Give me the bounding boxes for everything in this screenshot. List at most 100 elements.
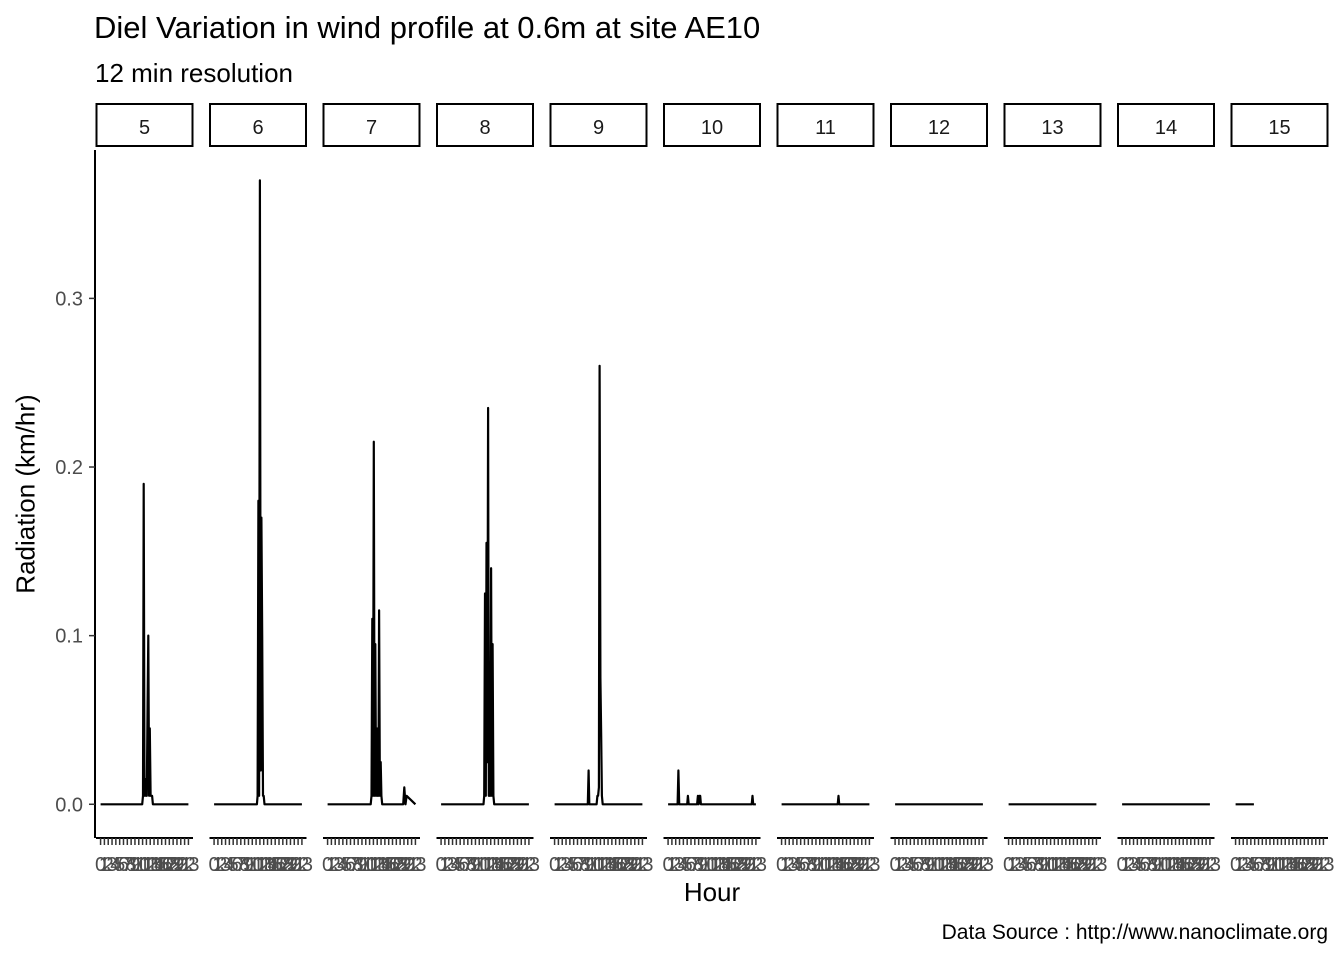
x-tick-label: 11: [473, 854, 494, 876]
x-tick-label: 4: [451, 854, 462, 876]
x-tick-label: 0: [209, 854, 220, 876]
x-tick-label: 4: [1245, 854, 1256, 876]
x-tick-label: 7: [235, 854, 246, 876]
x-tick-label: 17: [154, 854, 176, 876]
facet-strip: [1230, 103, 1329, 147]
x-tick-label: 17: [949, 854, 971, 876]
chart-title: Diel Variation in wind profile at 0.6m a…: [94, 10, 761, 45]
x-tick-label: 18: [158, 854, 180, 876]
x-tick-label: 16: [718, 854, 740, 876]
x-tick-label: 21: [1078, 854, 1100, 876]
x-tick-label: 15: [1168, 854, 1190, 876]
x-tick-label: 12: [1043, 854, 1065, 876]
x-tick-label: 8: [126, 854, 137, 876]
x-tick-label: 12: [476, 854, 498, 876]
x-tick-label: 14: [824, 854, 846, 876]
x-tick-label: 10: [1149, 854, 1171, 876]
y-axis-label: Radiation (km/hr): [10, 394, 41, 594]
x-tick-label: 21: [283, 854, 305, 876]
x-tick-label: 8: [580, 854, 591, 876]
x-tick-label: 1: [326, 854, 337, 876]
series-line: [781, 794, 870, 806]
x-tick-label: 20: [733, 854, 755, 876]
x-tick-label: 9: [583, 854, 594, 876]
x-tick-label: 14: [710, 854, 732, 876]
x-tick-label: 20: [847, 854, 869, 876]
x-tick-label: 20: [1187, 854, 1209, 876]
x-tick-label: 16: [491, 854, 513, 876]
x-tick-label: 16: [151, 854, 173, 876]
x-tick-label: 11: [1154, 854, 1175, 876]
x-tick-label: 20: [960, 854, 982, 876]
x-tick-label: 1: [439, 854, 450, 876]
x-tick-label: 15: [601, 854, 623, 876]
x-tick-label: 6: [685, 854, 696, 876]
x-tick-label: 12: [930, 854, 952, 876]
x-tick-label: 15: [147, 854, 169, 876]
x-tick-label: 7: [803, 854, 814, 876]
x-tick-label: 22: [173, 854, 195, 876]
x-tick-label: 1: [666, 854, 677, 876]
x-tick-label: 21: [170, 854, 192, 876]
x-tick-label: 13: [480, 854, 502, 876]
x-tick-label: 1: [1007, 854, 1018, 876]
x-tick-label: 23: [1085, 854, 1107, 876]
data-source-caption: Data Source : http://www.nanoclimate.org: [941, 921, 1328, 944]
x-tick-label: 9: [1037, 854, 1048, 876]
x-tick-label: 1: [212, 854, 223, 876]
x-tick-label: 2: [443, 854, 454, 876]
x-tick-label: 10: [1036, 854, 1058, 876]
x-tick-label: 8: [1034, 854, 1045, 876]
x-axis-label: Hour: [683, 877, 741, 907]
x-tick-label: 23: [177, 854, 199, 876]
x-tick-label: 5: [909, 854, 920, 876]
x-tick-label: 6: [912, 854, 923, 876]
x-tick-label: 12: [1270, 854, 1292, 876]
series-line: [668, 769, 756, 806]
x-tick-label: 2: [216, 854, 227, 876]
facet-strip: [776, 103, 875, 147]
x-tick-label: 3: [1128, 854, 1139, 876]
x-tick-label: 22: [287, 854, 309, 876]
x-tick-label: 16: [378, 854, 400, 876]
x-tick-label: 6: [1026, 854, 1037, 876]
x-tick-label: 7: [349, 854, 360, 876]
x-tick-label: 15: [714, 854, 736, 876]
x-tick-label: 22: [741, 854, 763, 876]
x-tick-label: 5: [1249, 854, 1260, 876]
x-tick-label: 15: [487, 854, 509, 876]
x-tick-label: 14: [597, 854, 619, 876]
x-tick-label: 22: [854, 854, 876, 876]
facet-strip: [322, 103, 421, 147]
x-tick-label: 5: [114, 854, 125, 876]
x-tick-label: 20: [166, 854, 188, 876]
x-tick-label: 17: [381, 854, 403, 876]
x-tick-label: 21: [1191, 854, 1213, 876]
x-tick-label: 21: [851, 854, 873, 876]
x-tick-label: 3: [1014, 854, 1025, 876]
x-tick-label: 19: [162, 854, 184, 876]
x-tick-label: 8: [920, 854, 931, 876]
x-tick-label: 3: [333, 854, 344, 876]
x-tick-label: 4: [791, 854, 802, 876]
x-tick-label: 7: [916, 854, 927, 876]
x-tick-label: 18: [272, 854, 294, 876]
x-tick-label: 8: [693, 854, 704, 876]
x-tick-label: 3: [901, 854, 912, 876]
facet-strip: [95, 103, 194, 147]
x-tick-label: 14: [1278, 854, 1300, 876]
x-tick-label: 19: [389, 854, 411, 876]
x-tick-label: 17: [268, 854, 290, 876]
x-tick-label: 10: [922, 854, 944, 876]
x-tick-label: 3: [220, 854, 231, 876]
x-tick-label: 11: [1267, 854, 1288, 876]
x-tick-label: 11: [359, 854, 380, 876]
x-tick-label: 7: [462, 854, 473, 876]
facet-strip: [436, 103, 534, 147]
x-tick-label: 0: [776, 854, 787, 876]
x-tick-label: 19: [957, 854, 979, 876]
x-tick-label: 5: [568, 854, 579, 876]
x-tick-label: 2: [1011, 854, 1022, 876]
x-tick-label: 0: [549, 854, 560, 876]
x-tick-label: 17: [1289, 854, 1311, 876]
